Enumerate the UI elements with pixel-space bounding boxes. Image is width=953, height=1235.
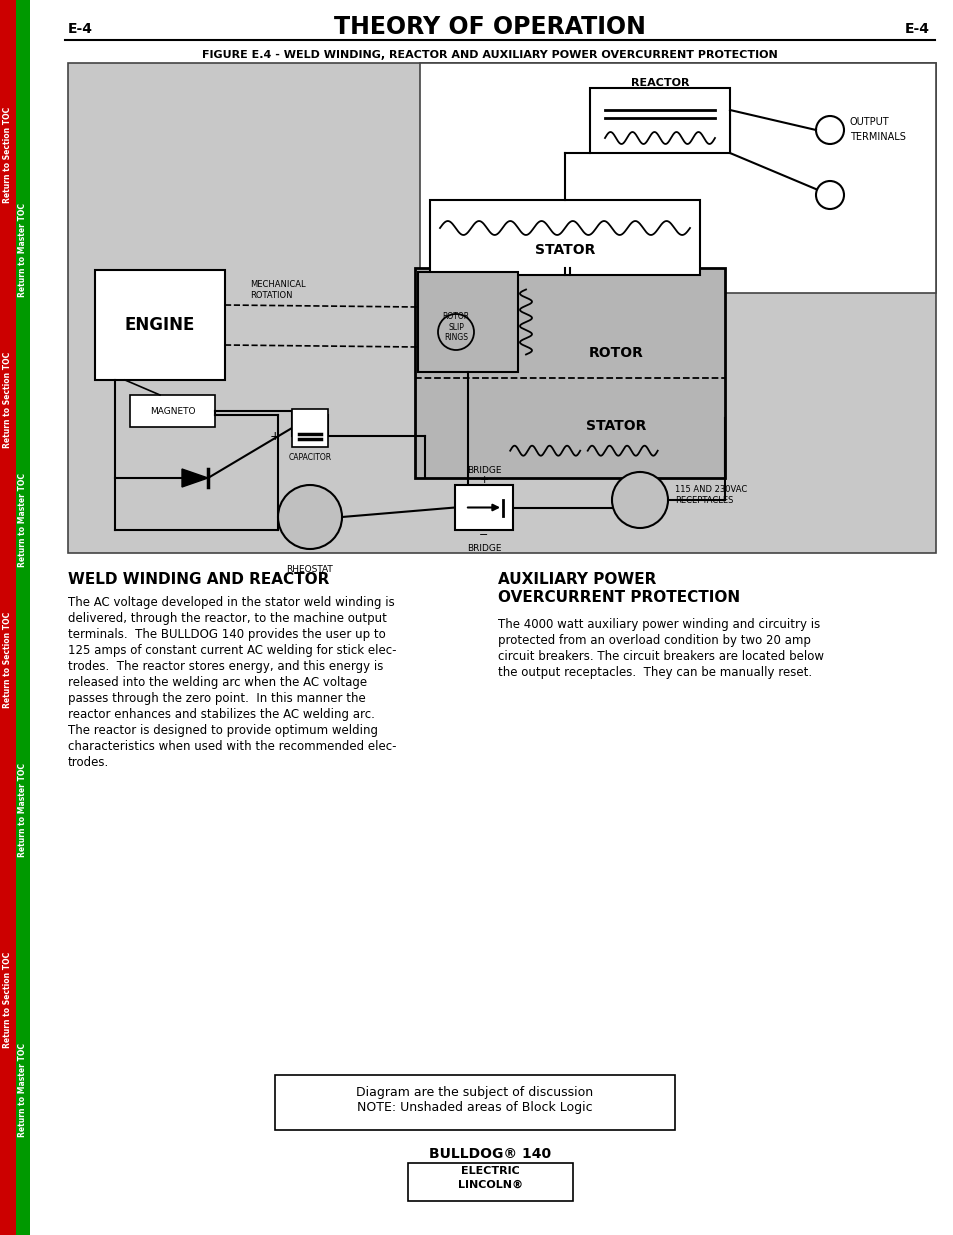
Text: Return to Master TOC: Return to Master TOC xyxy=(18,473,28,567)
Bar xyxy=(130,395,214,427)
Text: Return to Section TOC: Return to Section TOC xyxy=(4,352,12,448)
Text: reactor enhances and stabilizes the AC welding arc.: reactor enhances and stabilizes the AC w… xyxy=(68,708,375,721)
Text: BRIDGE: BRIDGE xyxy=(466,466,500,475)
Circle shape xyxy=(277,485,341,550)
Text: BULLDOG® 140: BULLDOG® 140 xyxy=(429,1147,551,1161)
Text: 115 AND 230VAC
RECEPTACLES: 115 AND 230VAC RECEPTACLES xyxy=(675,485,746,505)
Text: AUXILIARY POWER: AUXILIARY POWER xyxy=(497,572,656,587)
Bar xyxy=(415,268,724,478)
Text: ENGINE: ENGINE xyxy=(125,316,195,333)
Text: trodes.  The reactor stores energy, and this energy is: trodes. The reactor stores energy, and t… xyxy=(68,659,383,673)
Text: OUTPUT: OUTPUT xyxy=(849,117,889,127)
Text: Return to Master TOC: Return to Master TOC xyxy=(18,1044,28,1137)
Text: released into the welding arc when the AC voltage: released into the welding arc when the A… xyxy=(68,676,367,689)
Text: delivered, through the reactor, to the machine output: delivered, through the reactor, to the m… xyxy=(68,613,387,625)
Bar xyxy=(68,63,935,553)
Text: CAPACITOR: CAPACITOR xyxy=(288,453,332,462)
Bar xyxy=(417,272,517,372)
Text: WELD WINDING AND REACTOR: WELD WINDING AND REACTOR xyxy=(68,572,329,587)
Bar xyxy=(455,485,513,530)
Text: characteristics when used with the recommended elec-: characteristics when used with the recom… xyxy=(68,740,396,753)
Text: Return to Section TOC: Return to Section TOC xyxy=(4,611,12,708)
Bar xyxy=(16,0,30,1235)
Text: protected from an overload condition by two 20 amp: protected from an overload condition by … xyxy=(497,634,810,647)
Bar xyxy=(0,0,16,1235)
Text: trodes.: trodes. xyxy=(68,756,110,769)
Bar xyxy=(589,88,729,153)
Text: +: + xyxy=(478,475,488,485)
Text: THEORY OF OPERATION: THEORY OF OPERATION xyxy=(334,15,645,40)
Text: E-4: E-4 xyxy=(904,22,929,36)
Text: 125 amps of constant current AC welding for stick elec-: 125 amps of constant current AC welding … xyxy=(68,643,396,657)
Text: The reactor is designed to provide optimum welding: The reactor is designed to provide optim… xyxy=(68,724,377,737)
Bar xyxy=(419,63,935,293)
Text: STATOR: STATOR xyxy=(586,419,646,432)
Text: circuit breakers. The circuit breakers are located below: circuit breakers. The circuit breakers a… xyxy=(497,650,823,663)
Text: Return to Section TOC: Return to Section TOC xyxy=(4,952,12,1049)
Bar xyxy=(95,270,225,380)
Circle shape xyxy=(612,472,667,529)
Text: Return to Section TOC: Return to Section TOC xyxy=(4,107,12,203)
Bar xyxy=(274,1074,675,1130)
Text: the output receptacles.  They can be manually reset.: the output receptacles. They can be manu… xyxy=(497,666,811,679)
Text: E-4: E-4 xyxy=(68,22,92,36)
Text: Diagram are the subject of discussion: Diagram are the subject of discussion xyxy=(356,1086,593,1099)
Text: The 4000 watt auxiliary power winding and circuitry is: The 4000 watt auxiliary power winding an… xyxy=(497,618,820,631)
Text: ROTOR: ROTOR xyxy=(588,346,643,359)
Text: BRIDGE: BRIDGE xyxy=(466,543,500,553)
Text: The AC voltage developed in the stator weld winding is: The AC voltage developed in the stator w… xyxy=(68,597,395,609)
Text: REACTOR: REACTOR xyxy=(630,78,688,88)
Text: Return to Master TOC: Return to Master TOC xyxy=(18,203,28,296)
Text: Return to Master TOC: Return to Master TOC xyxy=(18,763,28,857)
Text: NOTE: Unshaded areas of Block Logic: NOTE: Unshaded areas of Block Logic xyxy=(356,1100,592,1114)
Text: ROTOR
SLIP
RINGS: ROTOR SLIP RINGS xyxy=(442,312,469,342)
Text: +: + xyxy=(270,430,280,442)
Text: RHEOSTAT: RHEOSTAT xyxy=(286,564,333,574)
Text: passes through the zero point.  In this manner the: passes through the zero point. In this m… xyxy=(68,692,365,705)
Bar xyxy=(430,200,700,275)
Bar xyxy=(408,1163,573,1200)
Text: ELECTRIC: ELECTRIC xyxy=(460,1166,519,1176)
Text: OVERCURRENT PROTECTION: OVERCURRENT PROTECTION xyxy=(497,590,740,605)
Text: LINCOLN®: LINCOLN® xyxy=(457,1179,522,1191)
Polygon shape xyxy=(182,469,208,487)
Text: TERMINALS: TERMINALS xyxy=(849,132,905,142)
Text: STATOR: STATOR xyxy=(535,243,595,257)
Text: terminals.  The BULLDOG 140 provides the user up to: terminals. The BULLDOG 140 provides the … xyxy=(68,629,385,641)
Text: MECHANICAL
ROTATION: MECHANICAL ROTATION xyxy=(250,280,305,300)
Text: FIGURE E.4 - WELD WINDING, REACTOR AND AUXILIARY POWER OVERCURRENT PROTECTION: FIGURE E.4 - WELD WINDING, REACTOR AND A… xyxy=(202,49,777,61)
Circle shape xyxy=(437,314,474,350)
Text: MAGNETO: MAGNETO xyxy=(150,406,195,415)
Circle shape xyxy=(815,182,843,209)
Text: −: − xyxy=(478,530,488,540)
Circle shape xyxy=(815,116,843,144)
Bar xyxy=(292,409,328,447)
Text: −: − xyxy=(339,430,350,442)
